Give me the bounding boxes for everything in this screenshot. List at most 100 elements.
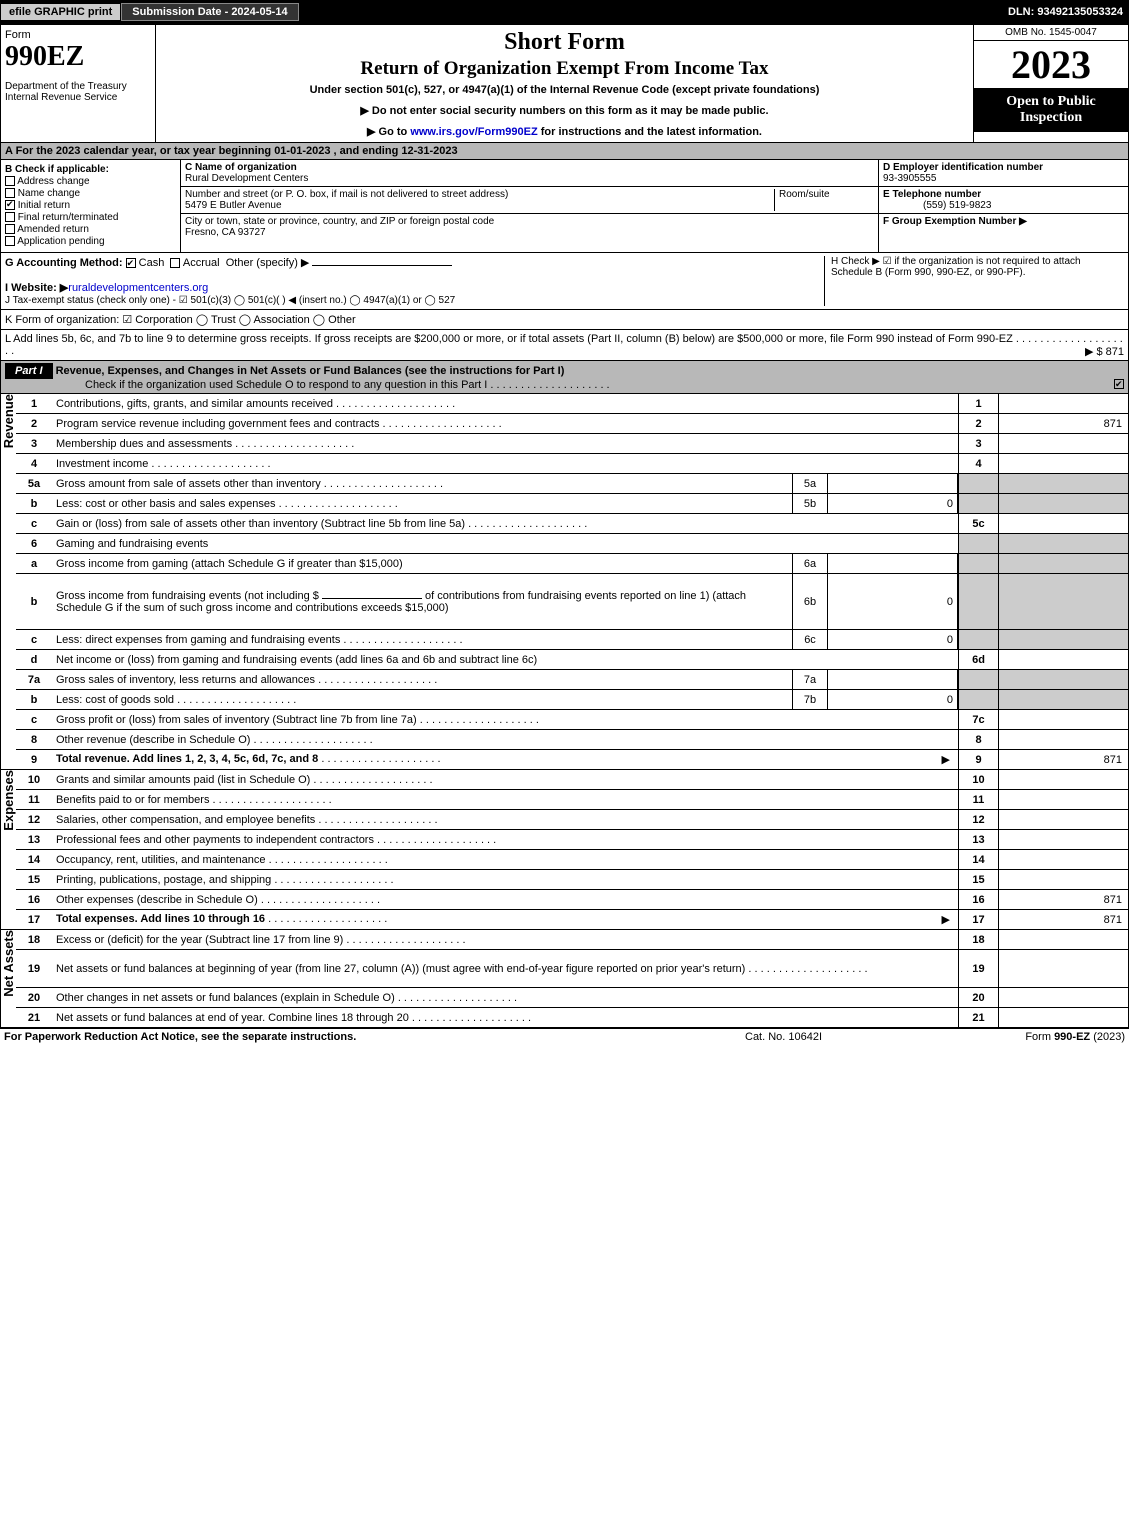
chk-final-return[interactable]: Final return/terminated — [5, 212, 176, 223]
line-14-desc: Occupancy, rent, utilities, and maintena… — [52, 852, 958, 868]
line-5a-in: 5a — [792, 474, 828, 493]
line-6-num: 6 — [16, 538, 52, 550]
line-21-desc: Net assets or fund balances at end of ye… — [52, 1010, 958, 1026]
chk-address-change[interactable]: Address change — [5, 176, 176, 187]
line-7c-val — [998, 710, 1128, 729]
line-19-desc: Net assets or fund balances at beginning… — [52, 961, 958, 977]
line-1-desc: Contributions, gifts, grants, and simila… — [52, 396, 958, 412]
line-13-desc: Professional fees and other payments to … — [52, 832, 958, 848]
line-15-rn: 15 — [958, 870, 998, 889]
line-7b-iv: 0 — [828, 690, 958, 709]
line-7b-in: 7b — [792, 690, 828, 709]
line-19-num: 19 — [16, 963, 52, 975]
header-right: OMB No. 1545-0047 2023 Open to Public In… — [973, 25, 1128, 142]
line-5a-desc: Gross amount from sale of assets other t… — [52, 476, 792, 492]
accounting-other-blank[interactable] — [312, 265, 452, 266]
line-6c-in: 6c — [792, 630, 828, 649]
chk-initial-return[interactable]: Initial return — [5, 200, 176, 211]
line-7a-in: 7a — [792, 670, 828, 689]
note-ssn: ▶ Do not enter social security numbers o… — [160, 104, 969, 117]
chk-schedule-o[interactable] — [1114, 379, 1124, 389]
line-14-num: 14 — [16, 854, 52, 866]
line-5b-val — [998, 494, 1128, 513]
line-l-value: ▶ $ 871 — [1085, 345, 1124, 358]
group-row: F Group Exemption Number ▶ — [879, 214, 1128, 229]
line-g: G Accounting Method: Cash Accrual Other … — [5, 256, 824, 306]
line-16-num: 16 — [16, 894, 52, 906]
line-i-label: I Website: ▶ — [5, 282, 68, 294]
line-k: K Form of organization: ☑ Corporation ◯ … — [0, 310, 1129, 330]
line-14-rn: 14 — [958, 850, 998, 869]
line-15-num: 15 — [16, 874, 52, 886]
line-4-rn: 4 — [958, 454, 998, 473]
line-8-desc: Other revenue (describe in Schedule O) — [52, 732, 958, 748]
line-1-rn: 1 — [958, 394, 998, 413]
line-h: H Check ▶ ☑ if the organization is not r… — [824, 256, 1124, 306]
line-17-rn: 17 — [958, 910, 998, 929]
chk-accrual[interactable] — [170, 258, 180, 268]
footer-left: For Paperwork Reduction Act Notice, see … — [4, 1031, 745, 1043]
line-18-val — [998, 930, 1128, 949]
line-2-desc: Program service revenue including govern… — [52, 416, 958, 432]
line-6a-num: a — [16, 558, 52, 570]
line-5a-iv — [828, 474, 958, 493]
website-link[interactable]: ruraldevelopmentcenters.org — [68, 282, 208, 294]
note-goto: ▶ Go to www.irs.gov/Form990EZ for instru… — [160, 125, 969, 138]
org-name-row: C Name of organization Rural Development… — [181, 160, 878, 187]
efile-print-button[interactable]: efile GRAPHIC print — [0, 3, 121, 21]
line-6c-val — [998, 630, 1128, 649]
line-9-num: 9 — [16, 754, 52, 766]
line-16-val: 871 — [998, 890, 1128, 909]
line-5c-num: c — [16, 518, 52, 530]
line-6a-val — [998, 554, 1128, 573]
line-6b-val — [998, 574, 1128, 629]
irs-link[interactable]: www.irs.gov/Form990EZ — [410, 126, 537, 138]
line-20-val — [998, 988, 1128, 1007]
line-5b-in: 5b — [792, 494, 828, 513]
group-label: F Group Exemption Number ▶ — [883, 216, 1027, 227]
chk-amended-return[interactable]: Amended return — [5, 224, 176, 235]
footer-mid: Cat. No. 10642I — [745, 1031, 945, 1043]
line-6d-val — [998, 650, 1128, 669]
line-g-label: G Accounting Method: — [5, 257, 123, 269]
tax-year: 2023 — [974, 41, 1128, 88]
line-11-rn: 11 — [958, 790, 998, 809]
line-9-desc: Total revenue. Add lines 1, 2, 3, 4, 5c,… — [52, 751, 958, 768]
line-6a-iv — [828, 554, 958, 573]
chk-application-pending[interactable]: Application pending — [5, 236, 176, 247]
line-6b-iv: 0 — [828, 574, 958, 629]
line-9-rn: 9 — [958, 750, 998, 769]
line-7b-desc: Less: cost of goods sold — [52, 692, 792, 708]
line-10-num: 10 — [16, 774, 52, 786]
line-13-num: 13 — [16, 834, 52, 846]
subtitle: Under section 501(c), 527, or 4947(a)(1)… — [160, 84, 969, 96]
line-7a-val — [998, 670, 1128, 689]
form-header: Form 990EZ Department of the Treasury In… — [0, 24, 1129, 143]
chk-name-change[interactable]: Name change — [5, 188, 176, 199]
dln-label: DLN: 93492135053324 — [1008, 6, 1129, 18]
line-11-desc: Benefits paid to or for members — [52, 792, 958, 808]
line-17-val: 871 — [998, 910, 1128, 929]
line-18-rn: 18 — [958, 930, 998, 949]
line-7c-num: c — [16, 714, 52, 726]
line-8-val — [998, 730, 1128, 749]
chk-cash[interactable] — [126, 258, 136, 268]
line-4-val — [998, 454, 1128, 473]
street-row: Number and street (or P. O. box, if mail… — [181, 187, 878, 214]
ein-label: D Employer identification number — [883, 162, 1043, 173]
line-6b-desc: Gross income from fundraising events (no… — [52, 588, 792, 616]
line-7b-num: b — [16, 694, 52, 706]
line-11-val — [998, 790, 1128, 809]
line-5a-num: 5a — [16, 478, 52, 490]
top-bar: efile GRAPHIC print Submission Date - 20… — [0, 0, 1129, 24]
line-5c-rn: 5c — [958, 514, 998, 533]
line-5a-rn — [958, 474, 998, 493]
line-6d-desc: Net income or (loss) from gaming and fun… — [52, 652, 958, 668]
line-9-val: 871 — [998, 750, 1128, 769]
city-value: Fresno, CA 93727 — [185, 227, 266, 238]
line-7a-rn — [958, 670, 998, 689]
line-6c-iv: 0 — [828, 630, 958, 649]
line-10-rn: 10 — [958, 770, 998, 789]
line-7b-val — [998, 690, 1128, 709]
phone-row: E Telephone number (559) 519-9823 — [879, 187, 1128, 214]
